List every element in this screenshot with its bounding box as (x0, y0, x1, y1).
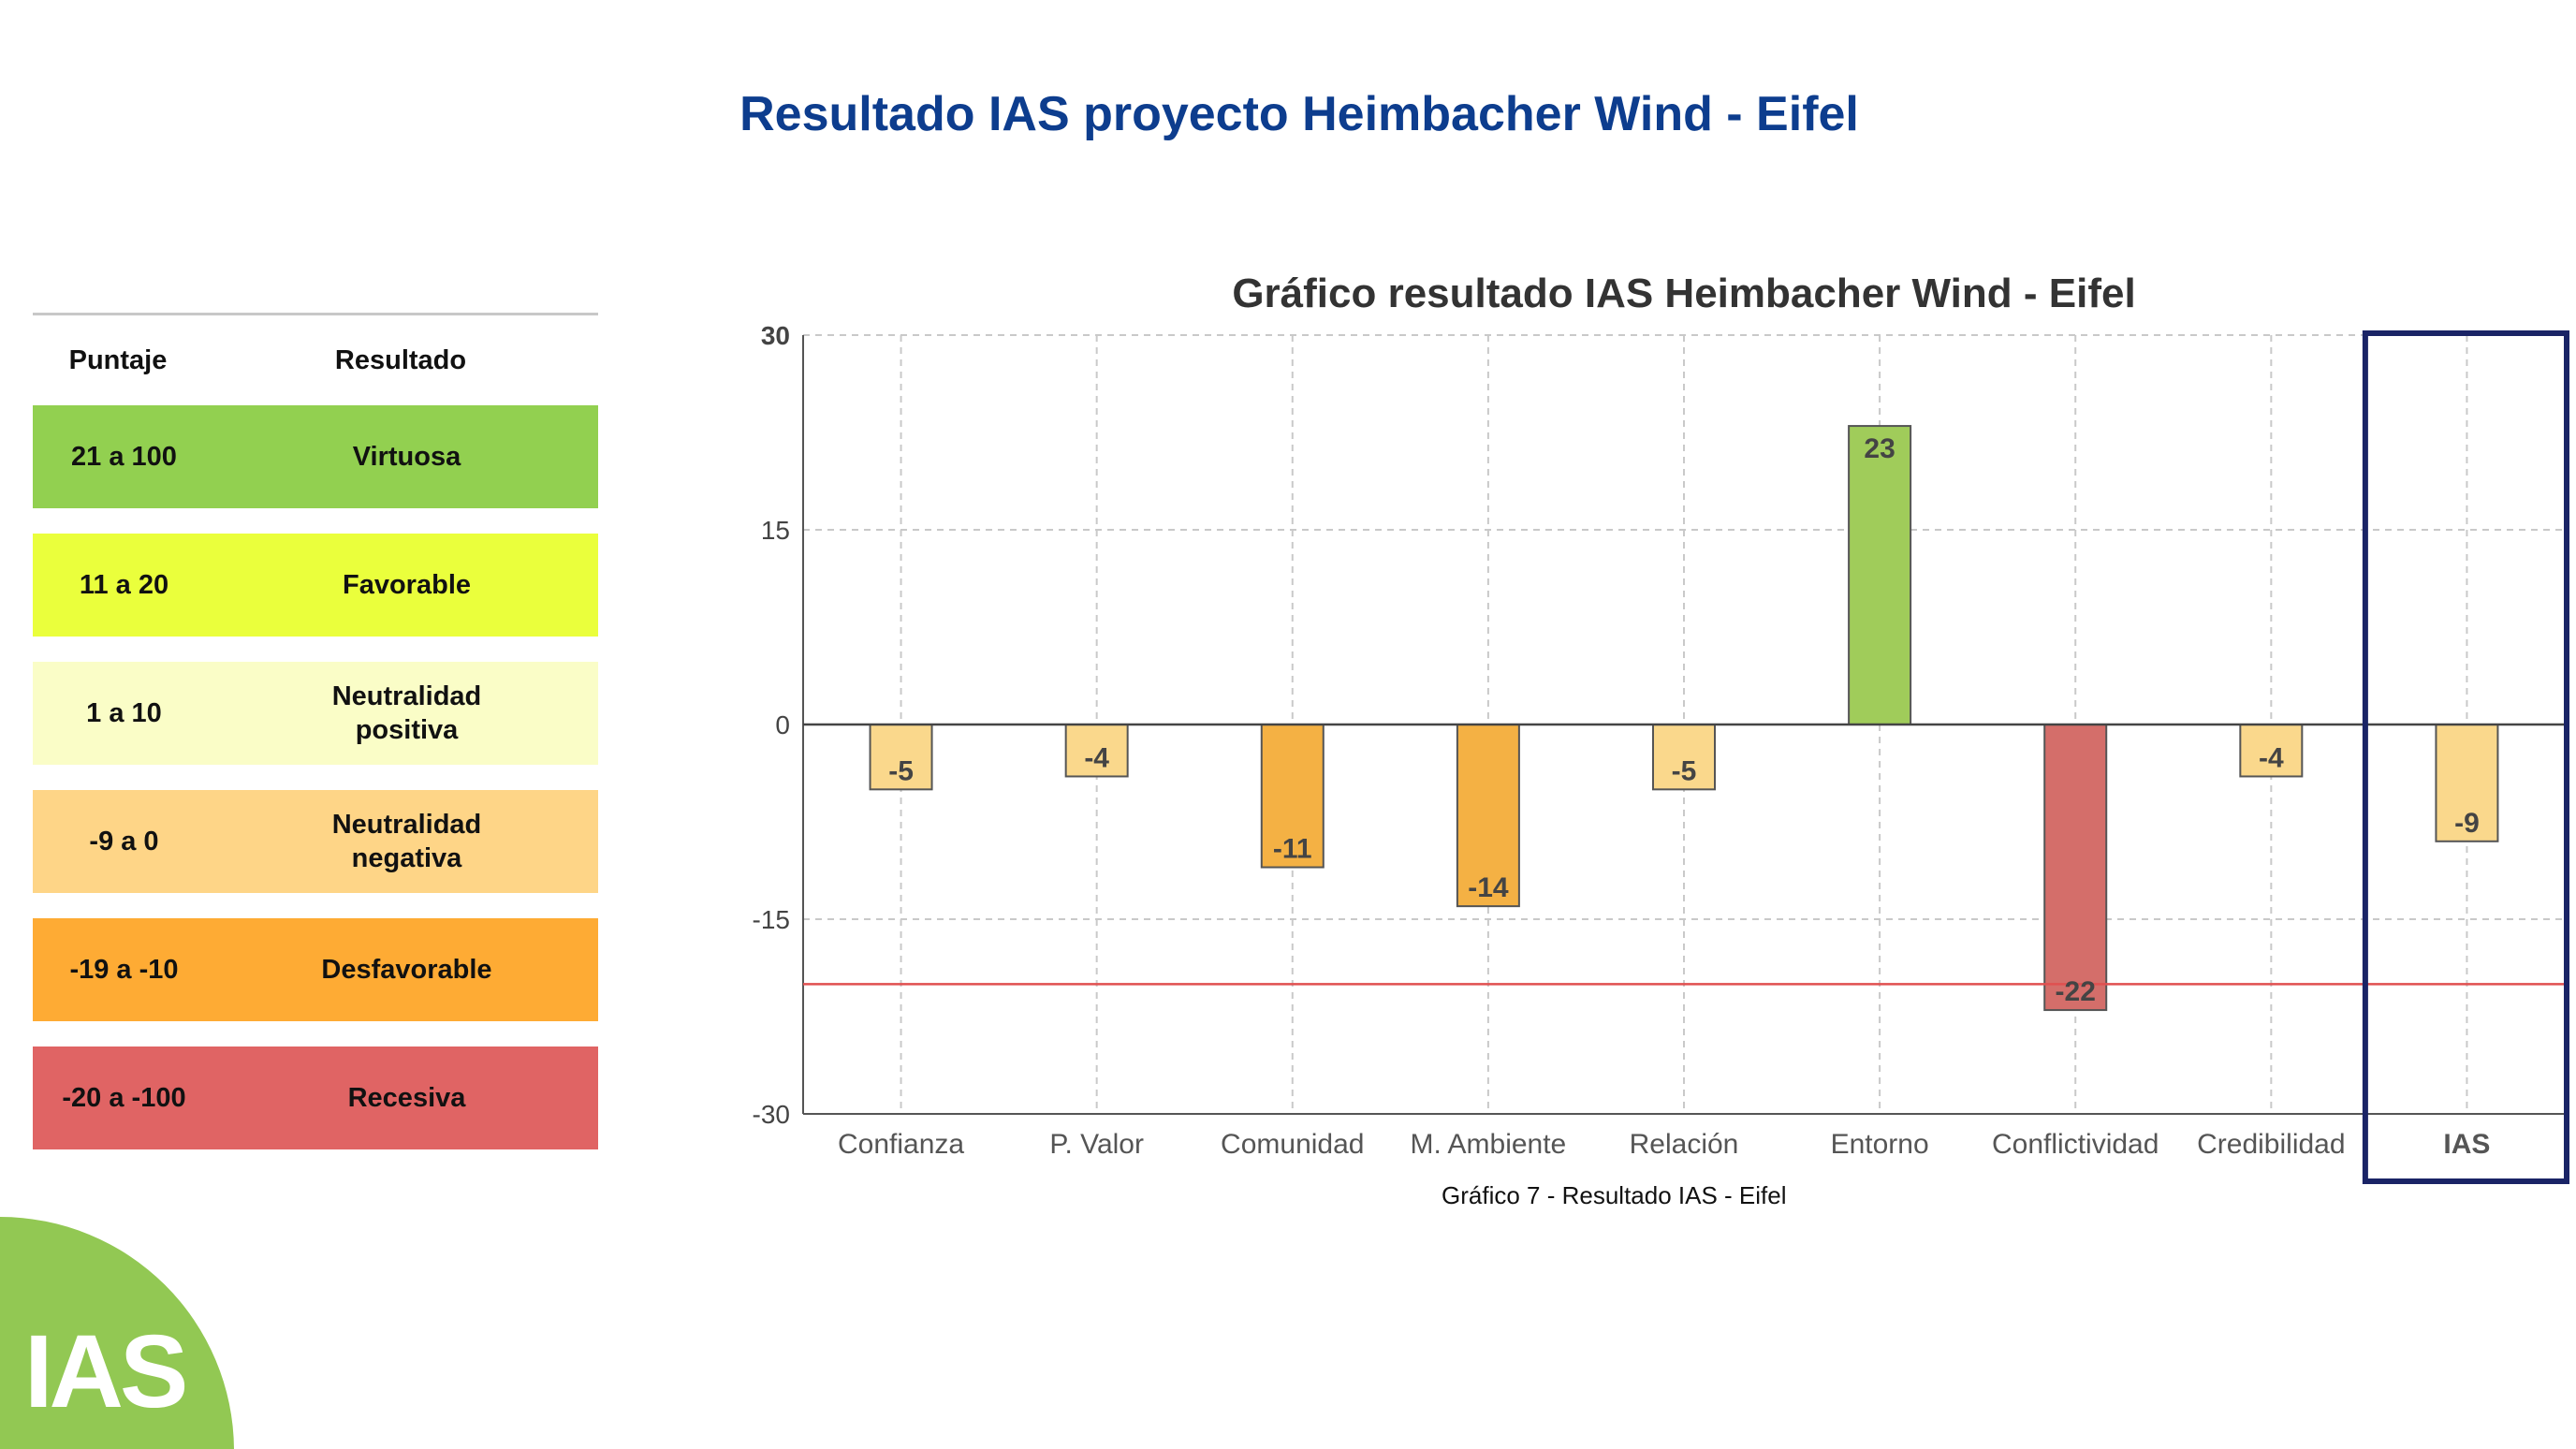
ias-logo (0, 1217, 234, 1449)
legend-row: -9 a 0 Neutralidad negativa (33, 790, 598, 893)
x-tick-label: Comunidad (1221, 1129, 1364, 1160)
legend-row: -19 a -10 Desfavorable (33, 918, 598, 1021)
y-tick-label: 0 (775, 710, 790, 739)
x-tick-label: M. Ambiente (1411, 1129, 1567, 1160)
legend-header-score: Puntaje (68, 344, 168, 375)
legend-rows: 21 a 100 Virtuosa 11 a 20 Favorable 1 a 10 Ne… (33, 405, 598, 1149)
data-label: -5 (1672, 755, 1697, 786)
legend-row-score: 21 a 100 (71, 441, 177, 472)
legend-row-result: Desfavorable (321, 955, 492, 985)
ias-bar-chart: Gráfico resultado IAS Heimbacher Wind - … (753, 271, 2570, 1184)
legend-row-score: -19 a -10 (69, 954, 179, 985)
chart-title: Gráfico resultado IAS Heimbacher Wind - … (1232, 271, 2135, 316)
bar-entorno (1848, 425, 1912, 725)
page-title: Resultado IAS proyecto Heimbacher Wind -… (739, 87, 1859, 141)
x-tick-label: Entorno (1831, 1129, 1929, 1160)
legend-row-score: 1 a 10 (86, 697, 162, 728)
x-tick-label: Confianza (838, 1129, 964, 1160)
data-label: -22 (2056, 976, 2096, 1007)
bar-m-ambiente (1456, 724, 1520, 908)
bar-comunidad (1260, 724, 1325, 869)
bar-confianza (869, 724, 933, 791)
x-tick-label: Relación (1630, 1129, 1739, 1160)
bar-p-valor (1064, 724, 1129, 778)
legend-row-result: Neutralidad negativa (331, 810, 482, 873)
ias-logo-text: IAS (24, 1314, 188, 1429)
legend-row: -20 a -100 Recesiva (33, 1046, 598, 1149)
x-tick-label: Credibilidad (2197, 1129, 2345, 1160)
data-label: -4 (1084, 742, 1109, 773)
data-label: -14 (1468, 872, 1509, 903)
y-tick-label: 30 (761, 321, 790, 350)
data-label: 23 (1864, 433, 1895, 464)
bar-credibilidad (2239, 724, 2304, 778)
legend-row-result: Virtuosa (352, 442, 461, 472)
legend-row-result: Recesiva (347, 1083, 466, 1113)
data-label: -5 (888, 755, 914, 786)
legend-row-score: -9 a 0 (89, 826, 159, 856)
chart-caption: Gráfico 7 - Resultado IAS - Eifel (1442, 1181, 1787, 1209)
x-tick-label: Conflictividad (1992, 1129, 2159, 1160)
legend-row-score: 11 a 20 (79, 569, 169, 600)
bar-ias (2435, 724, 2499, 842)
data-label: -9 (2454, 808, 2480, 839)
legend-row-score: -20 a -100 (62, 1082, 186, 1113)
y-tick-label: 15 (761, 516, 790, 545)
bar-relaci-n (1652, 724, 1716, 791)
y-tick-label: -15 (753, 905, 790, 934)
legend-row-result: Neutralidad positiva (331, 681, 482, 745)
x-tick-label: P. Valor (1049, 1129, 1144, 1160)
bar-conflictividad (2043, 724, 2108, 1012)
legend-row-result: Favorable (343, 570, 471, 600)
legend-table: Puntaje Resultado 21 a 100 Virtuosa 11 a 2… (33, 313, 598, 1175)
x-tick-label: IAS (2443, 1129, 2490, 1160)
data-label: -4 (2259, 742, 2284, 773)
legend-header-result: Resultado (334, 345, 467, 375)
legend-row: 21 a 100 Virtuosa (33, 405, 598, 508)
legend-row: 1 a 10 Neutralidad positiva (33, 662, 598, 765)
data-label: -11 (1273, 834, 1312, 865)
ias-highlight-box (2362, 330, 2570, 1184)
legend-row: 11 a 20 Favorable (33, 534, 598, 637)
legend-top-rule (33, 313, 598, 315)
legend-header: Puntaje Resultado (33, 315, 598, 405)
y-tick-label: -30 (753, 1100, 790, 1129)
